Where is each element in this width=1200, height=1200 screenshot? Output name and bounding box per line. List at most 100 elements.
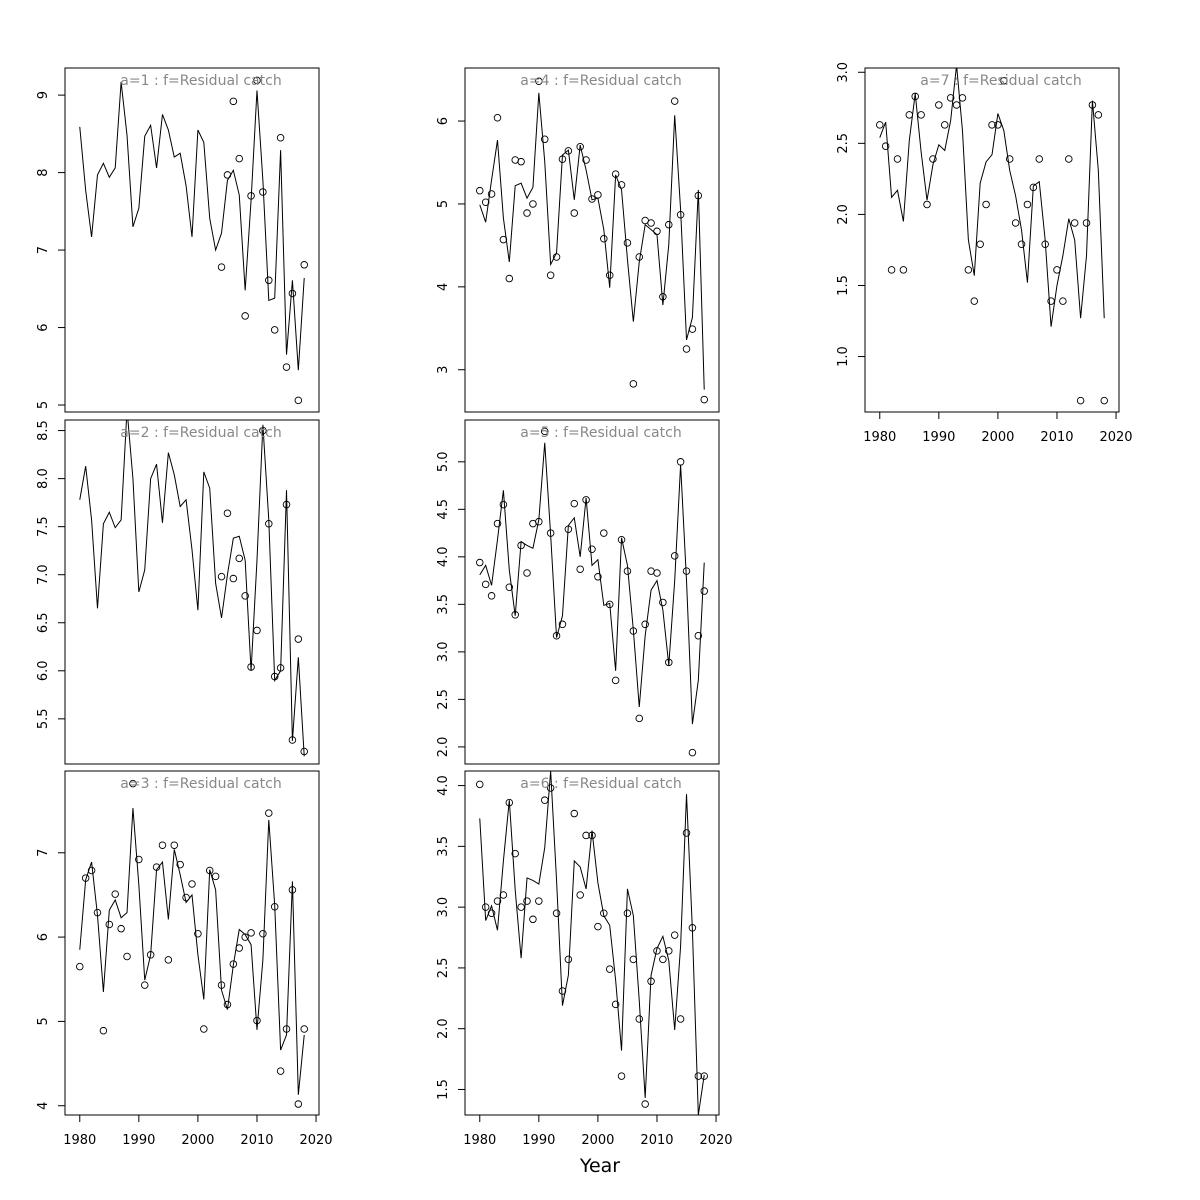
y-tick-label: 5 <box>436 200 451 208</box>
y-tick-label: 6 <box>436 117 451 125</box>
observed-point <box>276 1067 285 1075</box>
observed-point <box>964 266 973 274</box>
panel-title: a=2 : f=Residual catch <box>120 425 281 441</box>
observed-point <box>952 101 961 109</box>
observed-point <box>659 598 667 607</box>
observed-point <box>600 909 608 917</box>
observed-point <box>623 567 632 575</box>
observed-point <box>676 210 685 219</box>
observed-point <box>235 944 244 952</box>
observed-point <box>511 611 519 619</box>
observed-point <box>588 545 596 553</box>
x-tick-label: 2020 <box>699 1133 732 1148</box>
observed-point <box>282 1025 291 1033</box>
observed-point <box>229 574 238 583</box>
x-tick-label: 2010 <box>640 1133 673 1148</box>
observed-point <box>558 155 567 163</box>
y-tick-label: 3.0 <box>436 642 451 663</box>
observed-point <box>223 171 232 179</box>
observed-point <box>276 133 285 142</box>
observed-point <box>300 261 308 269</box>
y-tick-label: 4 <box>36 1102 51 1110</box>
observed-point <box>481 198 490 207</box>
observed-point <box>253 626 261 635</box>
y-tick-label: 5.5 <box>36 708 51 729</box>
observed-point <box>670 931 679 939</box>
y-tick-label: 1.0 <box>836 346 851 367</box>
observed-point <box>623 239 632 247</box>
x-tick-label: 1990 <box>522 1133 555 1148</box>
observed-point <box>899 266 908 274</box>
plot-frame <box>64 770 320 1116</box>
observed-point <box>1011 219 1020 227</box>
observed-point <box>1005 155 1014 163</box>
observed-point <box>140 981 149 989</box>
observed-point <box>641 620 649 629</box>
observed-point <box>294 1100 303 1108</box>
observed-point <box>1053 266 1061 274</box>
observed-point <box>529 200 537 208</box>
y-tick-label: 4.0 <box>436 546 451 567</box>
panel: 5.5 6.0 6.5 7.0 7.5 8.0 8.5 a=2 : f=Residual ca… <box>36 419 320 765</box>
x-tick-label: 1980 <box>463 1133 496 1148</box>
observed-point <box>223 509 232 517</box>
plot-frame <box>464 67 720 413</box>
observed-point <box>270 902 279 911</box>
observed-point <box>617 1072 626 1080</box>
plot-area <box>476 427 708 757</box>
observed-point <box>653 569 661 577</box>
observed-point <box>1070 219 1079 227</box>
observed-point <box>111 890 119 898</box>
observed-point <box>540 135 549 144</box>
fitted-line <box>79 808 305 1095</box>
observed-point <box>611 1000 620 1009</box>
observed-point <box>276 664 285 672</box>
observed-point <box>647 219 655 227</box>
y-tick-label: 8.0 <box>36 468 51 489</box>
y-tick-label: 2.5 <box>836 133 851 154</box>
observed-point <box>887 266 896 274</box>
observed-point <box>905 111 914 119</box>
observed-point <box>564 147 573 155</box>
observed-point <box>659 955 667 964</box>
observed-point <box>670 97 679 105</box>
panel: 5 6 7 8 9 a=1 : f=Residual catch <box>36 67 320 413</box>
x-tick-label: 2000 <box>581 1133 614 1148</box>
observed-point <box>505 274 514 283</box>
observed-point <box>200 1025 208 1033</box>
observed-point <box>594 573 602 581</box>
y-tick-label: 3.0 <box>436 897 451 918</box>
plot-area <box>476 771 708 1115</box>
observed-point <box>87 866 96 875</box>
observed-point <box>282 500 291 509</box>
observed-point <box>665 220 673 229</box>
observed-point <box>988 121 996 129</box>
plot-frame <box>464 770 720 1116</box>
observed-point <box>700 1072 708 1080</box>
observed-point <box>241 592 249 600</box>
observed-point <box>247 192 255 200</box>
plot-frame <box>64 67 320 413</box>
observed-point <box>99 1026 108 1035</box>
x-tick-label: 1980 <box>863 430 896 445</box>
x-tick-label: 1980 <box>63 1133 96 1148</box>
y-tick-label: 8 <box>36 168 51 176</box>
observed-point <box>676 458 685 466</box>
panel: 3 4 5 6 a=4 : f=Residual catch <box>436 67 720 413</box>
observed-point <box>564 955 573 964</box>
observed-point <box>217 981 226 989</box>
observed-point <box>635 1015 644 1023</box>
observed-point <box>688 748 697 757</box>
observed-point <box>641 1100 649 1108</box>
observed-point <box>881 142 890 150</box>
observed-point <box>487 909 496 917</box>
observed-point <box>229 960 238 968</box>
observed-point <box>476 558 484 567</box>
observed-point <box>659 293 667 301</box>
observed-point <box>946 94 955 102</box>
observed-point <box>1017 240 1026 249</box>
observed-point <box>505 583 514 591</box>
observed-point <box>235 554 244 563</box>
observed-point <box>270 326 279 334</box>
